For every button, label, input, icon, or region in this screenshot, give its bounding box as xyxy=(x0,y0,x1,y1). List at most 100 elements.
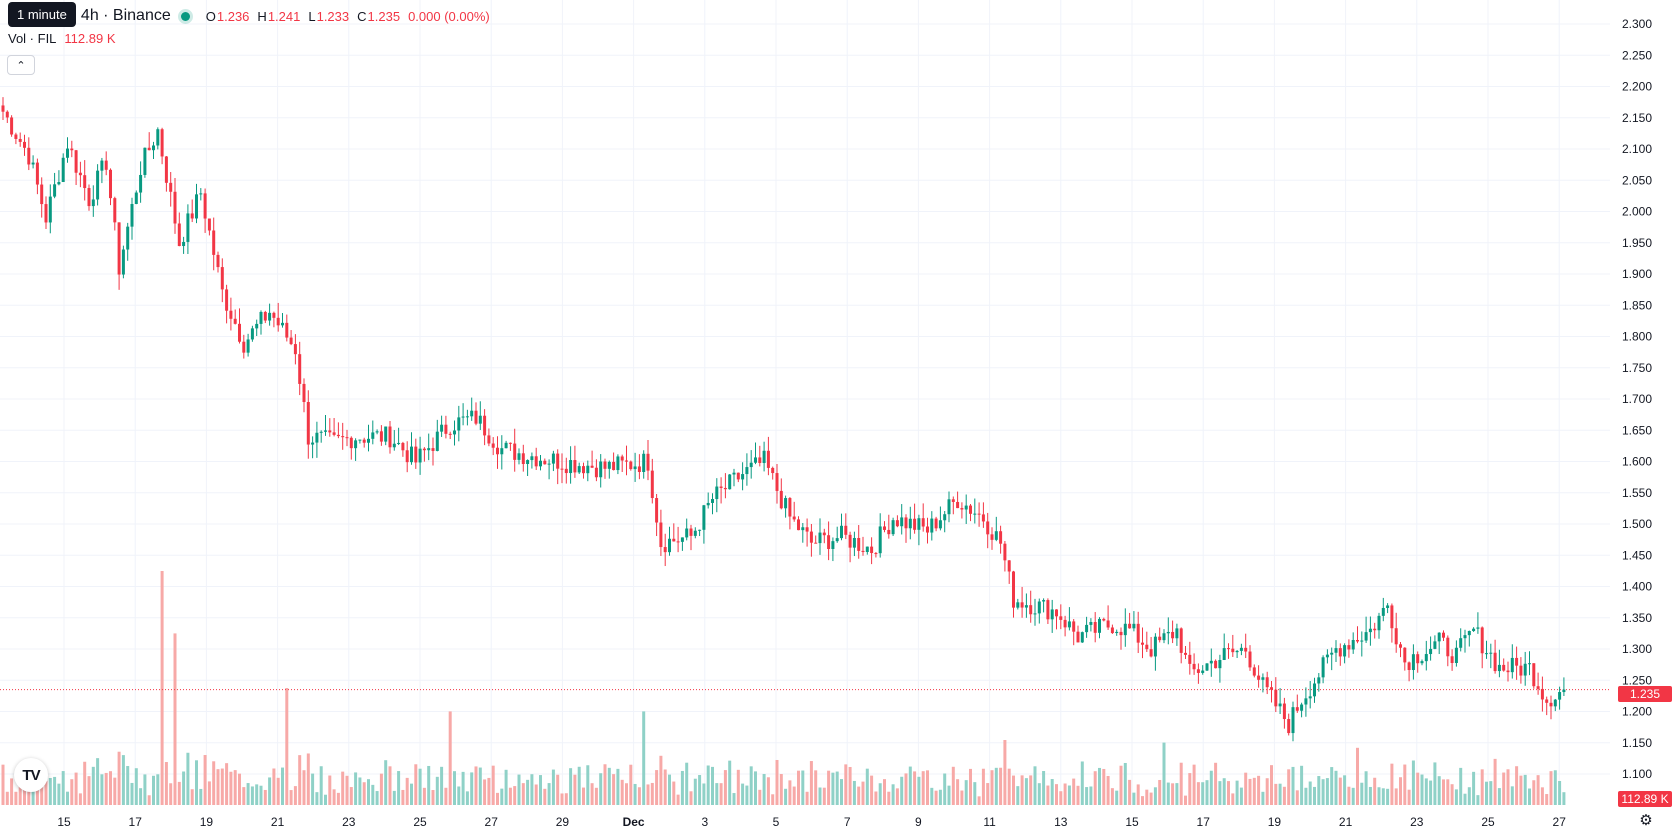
candle-body xyxy=(199,193,203,195)
candle-body xyxy=(250,328,254,340)
volume-bar xyxy=(1179,762,1183,805)
volume-bar xyxy=(1360,782,1364,805)
candle-body xyxy=(113,198,117,223)
price-tick-label: 1.350 xyxy=(1622,611,1652,625)
volume-bar xyxy=(513,786,517,805)
candle-body xyxy=(1291,707,1295,734)
candle-body xyxy=(758,457,762,464)
candle-body xyxy=(276,317,280,326)
candle-body xyxy=(913,518,917,530)
volume-bar xyxy=(1377,787,1381,805)
candle-body xyxy=(1489,652,1493,654)
open-value: 1.236 xyxy=(216,8,250,24)
volume-bar xyxy=(1141,796,1144,805)
volume-bar xyxy=(560,793,564,805)
volume-bar xyxy=(1300,765,1304,805)
volume-bar xyxy=(616,768,620,805)
volume-bar xyxy=(913,771,917,805)
candle-body xyxy=(345,437,349,439)
volume-bar xyxy=(1003,740,1007,805)
volume-bar xyxy=(543,788,547,805)
volume-bar xyxy=(1485,781,1488,805)
candle-body xyxy=(1012,571,1015,608)
volume-bar xyxy=(564,793,568,805)
candle-body xyxy=(461,416,465,418)
candle-body xyxy=(1420,661,1424,664)
low-label: L xyxy=(308,8,316,24)
volume-bar xyxy=(104,772,108,805)
price-tick-label: 1.800 xyxy=(1622,330,1652,344)
candle-body xyxy=(865,546,869,552)
time-axis[interactable]: 15 17 19 21 23 25 27 29 Dec 3 5 7 9 11 13 15 17 19 21 23 25 2… xyxy=(57,815,1566,829)
volume-bar xyxy=(1446,779,1450,805)
volume-bar xyxy=(539,775,542,805)
candle-body xyxy=(1510,657,1514,673)
volume-bar xyxy=(1192,764,1196,805)
volume-label[interactable]: Vol · FIL xyxy=(8,31,57,46)
candle-body xyxy=(435,431,439,451)
volume-bar xyxy=(594,787,598,805)
candle-body xyxy=(1067,621,1071,628)
candle-body xyxy=(302,383,306,403)
volume-bar xyxy=(917,776,921,805)
volume-bar xyxy=(990,770,994,805)
volume-bar xyxy=(160,571,164,805)
volume-bar xyxy=(521,783,525,805)
candle-body xyxy=(281,322,284,326)
volume-bar xyxy=(577,766,581,805)
candle-body xyxy=(1055,609,1058,617)
volume-bar xyxy=(10,778,14,805)
volume-bar xyxy=(1334,770,1338,805)
volume-bar xyxy=(508,787,512,805)
candle-body xyxy=(620,456,624,461)
price-axis[interactable]: 2.300 2.250 2.200 2.150 2.100 2.050 2.000 1.950… xyxy=(1622,17,1652,781)
gear-icon[interactable]: ⚙ xyxy=(1639,812,1653,829)
candle-body xyxy=(259,311,263,324)
volume-bar xyxy=(349,787,353,805)
candle-body xyxy=(711,499,714,503)
volume-bar xyxy=(1407,789,1411,805)
volume-bar xyxy=(302,770,306,805)
candle-body xyxy=(1338,648,1342,657)
volume-bar xyxy=(182,771,186,805)
volume-bar xyxy=(199,788,203,805)
volume-bar xyxy=(134,768,138,805)
candle-body xyxy=(513,443,517,460)
candle-body xyxy=(1209,660,1213,664)
candle-body xyxy=(1442,632,1445,638)
volume-bar xyxy=(723,770,727,805)
volume-bar xyxy=(852,780,856,805)
volume-bar xyxy=(1007,768,1011,805)
volume-bar xyxy=(1562,792,1566,805)
candle-body xyxy=(805,527,809,532)
volume-bar xyxy=(668,774,671,805)
candle-body xyxy=(1476,627,1480,629)
candle-body xyxy=(668,538,671,553)
volume-bar xyxy=(517,774,521,805)
volume-bar xyxy=(728,760,732,805)
volume-bar xyxy=(732,793,736,805)
volume-bar xyxy=(152,775,155,805)
price-tick-label: 2.250 xyxy=(1622,48,1652,62)
volume-bar xyxy=(827,770,831,805)
volume-bar xyxy=(1067,785,1071,805)
volume-bar xyxy=(891,784,895,805)
candle-body xyxy=(1063,619,1067,628)
volume-bar xyxy=(1429,780,1433,805)
volume-bar xyxy=(711,766,714,805)
volume-bar xyxy=(40,784,44,805)
candle-body xyxy=(392,443,396,448)
tradingview-logo[interactable]: TV xyxy=(14,758,48,792)
candle-body xyxy=(543,460,547,465)
volume-bar xyxy=(1399,777,1402,805)
volume-bar xyxy=(362,782,366,805)
candle-body xyxy=(212,230,216,255)
candle-body xyxy=(723,487,727,490)
candle-body xyxy=(1386,605,1390,608)
candle-body xyxy=(35,162,39,185)
candle-body xyxy=(612,461,616,471)
candle-body xyxy=(762,450,766,464)
collapse-legend-button[interactable]: ⌃ xyxy=(7,55,35,75)
volume-bar xyxy=(582,787,585,805)
